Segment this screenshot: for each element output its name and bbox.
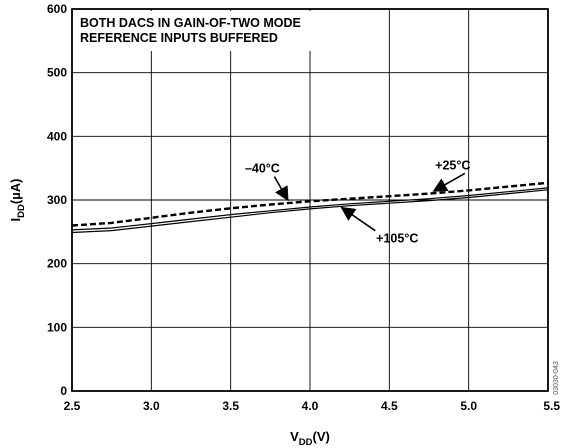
- series-line-1: [71, 181, 549, 227]
- x-tick-label-0: 2.5: [64, 399, 81, 413]
- x-tick-label-5: 5.0: [460, 399, 477, 413]
- x-tick-label-6: 5.5: [543, 399, 560, 413]
- y-axis-title-main: I: [8, 218, 23, 222]
- grid-lines: [71, 8, 549, 392]
- y-tick-label-3: 300: [47, 193, 67, 207]
- series-label-0: –40°C: [245, 162, 280, 176]
- series-labels: –40°C +25°C +105°C: [245, 158, 470, 245]
- y-axis-title: IDD(µA): [8, 179, 27, 222]
- x-tick-label-3: 4.0: [302, 399, 319, 413]
- series-label-arrow-0: [273, 176, 289, 202]
- x-tick-label-2: 3.5: [222, 399, 239, 413]
- y-tick-label-5: 500: [47, 66, 67, 80]
- x-tick-label-4: 4.5: [381, 399, 398, 413]
- series-line-0: [71, 187, 549, 231]
- series-label-arrow-1: [432, 172, 466, 192]
- y-tick-label-6: 600: [47, 2, 67, 16]
- series-line-2: [71, 189, 549, 234]
- series-label-2: +105°C: [376, 232, 418, 246]
- plot-frame: [71, 8, 549, 392]
- series-label-arrow-2: [340, 206, 376, 232]
- x-axis-title-main: V: [290, 429, 299, 444]
- y-tick-labels: 0 100 200 300 400 500 600: [47, 2, 67, 398]
- y-tick-label-0: 0: [60, 384, 67, 398]
- annotation-line-2: REFERENCE INPUTS BUFFERED: [80, 31, 278, 45]
- x-axis-title-rest: (V): [313, 429, 330, 444]
- x-tick-label-1: 3.0: [143, 399, 160, 413]
- series-label-1: +25°C: [435, 158, 470, 172]
- y-tick-label-2: 200: [47, 257, 67, 271]
- x-tick-labels: 2.5 3.0 3.5 4.0 4.5 5.0 5.5: [64, 399, 561, 413]
- x-axis-title-sub: DD: [299, 437, 313, 448]
- series-group: [71, 181, 549, 234]
- annotation-line-1: BOTH DACS IN GAIN-OF-TWO MODE: [80, 16, 301, 30]
- y-axis-title-rest: (µA): [8, 179, 23, 205]
- figure-id: 03030-043: [553, 361, 560, 395]
- y-tick-label-1: 100: [47, 320, 67, 334]
- y-tick-label-4: 400: [47, 129, 67, 143]
- x-axis-title: VDD(V): [290, 429, 330, 448]
- y-axis-title-sub: DD: [16, 204, 27, 218]
- annotation-background: [74, 11, 356, 51]
